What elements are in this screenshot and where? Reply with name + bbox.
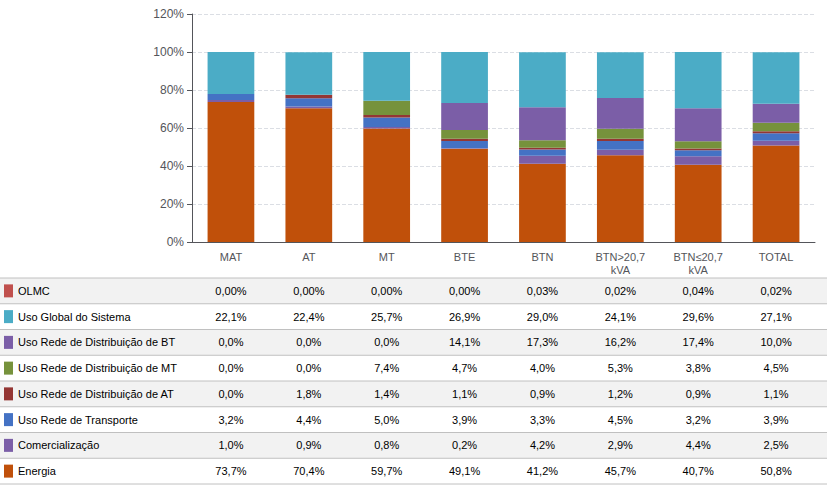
svg-text:MAT: MAT: [220, 251, 243, 263]
svg-text:0,00%: 0,00%: [371, 285, 402, 297]
svg-text:0,8%: 0,8%: [374, 439, 399, 451]
svg-text:4,0%: 4,0%: [530, 362, 555, 374]
svg-text:1,4%: 1,4%: [374, 388, 399, 400]
svg-text:22,1%: 22,1%: [215, 311, 246, 323]
svg-text:22,4%: 22,4%: [293, 311, 324, 323]
svg-text:59,7%: 59,7%: [371, 465, 402, 477]
svg-text:3,9%: 3,9%: [452, 414, 477, 426]
svg-text:45,7%: 45,7%: [605, 465, 636, 477]
svg-text:0,0%: 0,0%: [218, 388, 243, 400]
svg-text:25,7%: 25,7%: [371, 311, 402, 323]
svg-text:BTN≤20,7: BTN≤20,7: [673, 251, 722, 263]
svg-text:49,1%: 49,1%: [449, 465, 480, 477]
svg-text:2,5%: 2,5%: [764, 439, 789, 451]
svg-text:0,00%: 0,00%: [215, 285, 246, 297]
svg-text:0,00%: 0,00%: [293, 285, 324, 297]
svg-text:0,9%: 0,9%: [296, 439, 321, 451]
svg-text:5,0%: 5,0%: [374, 414, 399, 426]
svg-text:40,7%: 40,7%: [683, 465, 714, 477]
svg-text:0,0%: 0,0%: [296, 362, 321, 374]
svg-text:1,2%: 1,2%: [608, 388, 633, 400]
svg-text:0%: 0%: [167, 235, 185, 249]
svg-text:Energia: Energia: [18, 465, 57, 477]
svg-text:BTN>20,7: BTN>20,7: [595, 251, 645, 263]
svg-text:26,9%: 26,9%: [449, 311, 480, 323]
svg-text:3,2%: 3,2%: [686, 414, 711, 426]
svg-text:1,8%: 1,8%: [296, 388, 321, 400]
svg-text:60%: 60%: [160, 121, 184, 135]
svg-text:29,6%: 29,6%: [683, 311, 714, 323]
svg-text:16,2%: 16,2%: [605, 336, 636, 348]
svg-text:Uso Global do Sistema: Uso Global do Sistema: [18, 311, 131, 323]
svg-text:4,4%: 4,4%: [686, 439, 711, 451]
svg-text:Uso Rede de Distribuição de BT: Uso Rede de Distribuição de BT: [18, 336, 175, 348]
svg-text:3,3%: 3,3%: [530, 414, 555, 426]
svg-text:3,8%: 3,8%: [686, 362, 711, 374]
svg-text:17,4%: 17,4%: [683, 336, 714, 348]
svg-text:27,1%: 27,1%: [760, 311, 791, 323]
svg-text:1,1%: 1,1%: [764, 388, 789, 400]
svg-text:24,1%: 24,1%: [605, 311, 636, 323]
svg-text:7,4%: 7,4%: [374, 362, 399, 374]
svg-text:0,0%: 0,0%: [296, 336, 321, 348]
svg-text:0,0%: 0,0%: [218, 336, 243, 348]
svg-text:4,5%: 4,5%: [608, 414, 633, 426]
svg-text:OLMC: OLMC: [18, 285, 50, 297]
svg-text:Uso Rede de Distribuição de AT: Uso Rede de Distribuição de AT: [18, 388, 174, 400]
svg-text:0,9%: 0,9%: [530, 388, 555, 400]
svg-text:Uso Rede de Distribuição de MT: Uso Rede de Distribuição de MT: [18, 362, 177, 374]
svg-text:14,1%: 14,1%: [449, 336, 480, 348]
svg-text:70,4%: 70,4%: [293, 465, 324, 477]
svg-text:3,9%: 3,9%: [764, 414, 789, 426]
svg-text:17,3%: 17,3%: [527, 336, 558, 348]
svg-text:MT: MT: [379, 251, 395, 263]
svg-text:40%: 40%: [160, 159, 184, 173]
svg-text:BTE: BTE: [454, 251, 475, 263]
svg-text:29,0%: 29,0%: [527, 311, 558, 323]
svg-text:0,02%: 0,02%: [605, 285, 636, 297]
svg-text:BTN: BTN: [531, 251, 553, 263]
svg-text:Uso Rede de Transporte: Uso Rede de Transporte: [18, 414, 138, 426]
svg-text:0,2%: 0,2%: [452, 439, 477, 451]
svg-text:0,02%: 0,02%: [760, 285, 791, 297]
svg-text:1,0%: 1,0%: [218, 439, 243, 451]
svg-text:0,00%: 0,00%: [449, 285, 480, 297]
svg-text:10,0%: 10,0%: [760, 336, 791, 348]
svg-text:41,2%: 41,2%: [527, 465, 558, 477]
svg-text:4,5%: 4,5%: [764, 362, 789, 374]
svg-text:20%: 20%: [160, 197, 184, 211]
svg-text:AT: AT: [302, 251, 316, 263]
svg-text:73,7%: 73,7%: [215, 465, 246, 477]
svg-text:50,8%: 50,8%: [760, 465, 791, 477]
svg-text:4,7%: 4,7%: [452, 362, 477, 374]
svg-text:0,04%: 0,04%: [683, 285, 714, 297]
svg-text:0,0%: 0,0%: [374, 336, 399, 348]
svg-text:80%: 80%: [160, 83, 184, 97]
svg-text:Comercialização: Comercialização: [18, 439, 99, 451]
svg-text:0,03%: 0,03%: [527, 285, 558, 297]
svg-text:0,9%: 0,9%: [686, 388, 711, 400]
svg-text:5,3%: 5,3%: [608, 362, 633, 374]
svg-text:4,4%: 4,4%: [296, 414, 321, 426]
svg-text:120%: 120%: [153, 7, 184, 21]
svg-text:kVA: kVA: [611, 264, 631, 276]
svg-text:3,2%: 3,2%: [218, 414, 243, 426]
svg-text:2,9%: 2,9%: [608, 439, 633, 451]
svg-text:kVA: kVA: [689, 264, 709, 276]
svg-text:4,2%: 4,2%: [530, 439, 555, 451]
svg-text:100%: 100%: [153, 45, 184, 59]
svg-text:0,0%: 0,0%: [218, 362, 243, 374]
svg-text:TOTAL: TOTAL: [759, 251, 793, 263]
svg-text:1,1%: 1,1%: [452, 388, 477, 400]
